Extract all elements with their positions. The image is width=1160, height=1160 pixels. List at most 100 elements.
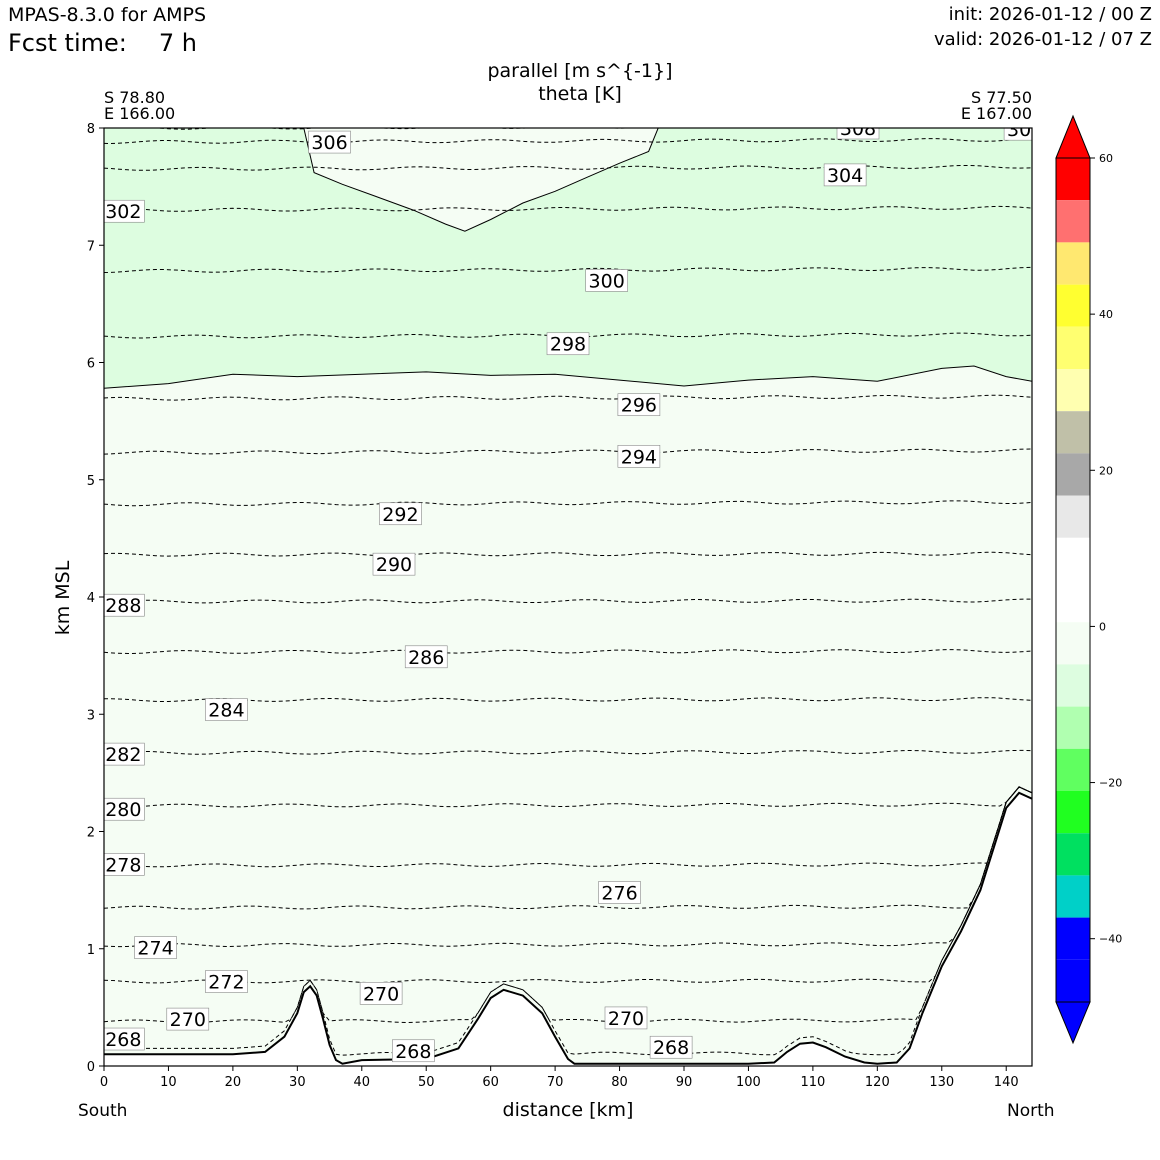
contour-label-box — [1003, 128, 1032, 141]
theta-contour-294 — [104, 448, 1032, 455]
upper-wind-band — [104, 128, 1032, 389]
contour-label-box — [836, 128, 880, 140]
contour-label-box — [823, 163, 867, 187]
end-lon: E 167.00 — [960, 104, 1032, 123]
colorbar-tick-label: 20 — [1099, 464, 1113, 477]
x-tick-label: 140 — [994, 1075, 1019, 1090]
theta-contour-302 — [104, 205, 1032, 212]
colorbar-cell — [1056, 200, 1090, 243]
theta-contour-274 — [104, 786, 1032, 948]
x-tick-label: 110 — [800, 1075, 825, 1090]
valid-time: valid: 2026-01-12 / 07 Z — [934, 29, 1152, 50]
upper-pocket-boundary — [303, 128, 659, 232]
y-tick-label: 0 — [87, 1060, 95, 1075]
end-point-coords: S 77.50 E 167.00 — [961, 90, 1032, 122]
contour-label-box — [104, 1027, 145, 1051]
contour-label-box — [104, 199, 145, 223]
contour-label: 296 — [621, 395, 657, 417]
colorbar-cell — [1056, 664, 1090, 707]
x-tick-label: 0 — [100, 1075, 108, 1090]
x-tick-label: 80 — [611, 1075, 628, 1090]
forecast-time-label: Fcst time: — [8, 29, 127, 57]
colorbar-frame — [1055, 157, 1091, 1003]
contour-label: 302 — [105, 201, 141, 223]
theta-contour-300 — [104, 266, 1032, 273]
contour-label-box — [205, 698, 248, 721]
colorbar-cell — [1056, 706, 1090, 749]
contour-label-box — [104, 742, 145, 766]
colorbar-cell — [1056, 791, 1090, 834]
south-label: South — [78, 1101, 128, 1121]
colorbar-tick-label: 60 — [1099, 152, 1113, 165]
x-tick-label: 100 — [736, 1075, 761, 1090]
contour-label-box — [104, 797, 145, 821]
theta-contour-276 — [104, 786, 1032, 910]
theta-contour-284 — [104, 697, 1032, 702]
contour-label: 304 — [827, 165, 863, 187]
contour-label-box — [392, 1039, 435, 1063]
contour-label-box — [104, 853, 145, 876]
x-tick-label: 70 — [547, 1075, 564, 1090]
colorbar-cell — [1056, 580, 1090, 623]
colorbar-cell — [1056, 537, 1090, 580]
contour-label: 272 — [208, 972, 244, 994]
colorbar-min-arrow — [1055, 1001, 1091, 1045]
x-axis-label: distance [km] — [502, 1099, 634, 1121]
contour-label-box — [205, 970, 248, 993]
colorbar-tick-label: −40 — [1099, 933, 1122, 946]
contour-label: 270 — [170, 1009, 206, 1031]
contour-label-box — [104, 593, 145, 617]
colorbar-cell — [1056, 369, 1090, 412]
y-tick-label: 6 — [87, 357, 95, 372]
contour-label-box — [546, 332, 590, 356]
start-lon: E 166.00 — [104, 104, 176, 123]
theta-contour-282 — [104, 749, 1032, 755]
x-tick-label: 120 — [865, 1075, 890, 1090]
contour-label: 268 — [395, 1041, 431, 1063]
start-lat: S 78.80 — [104, 88, 166, 107]
x-tick-label: 50 — [418, 1075, 435, 1090]
terrain-outline — [104, 791, 1032, 1065]
colorbar-tick-label: −20 — [1099, 777, 1122, 790]
contour-label-box — [308, 130, 351, 154]
theta-contour-278 — [104, 786, 1032, 868]
plot-title: parallel [m s^{-1}] theta [K] — [480, 60, 680, 106]
y-tick-label: 1 — [87, 943, 95, 958]
terrain-fill — [104, 792, 1032, 1066]
y-tick-label: 5 — [87, 474, 95, 489]
colorbar: 60 40 20 0 −20 −40 — [1055, 114, 1122, 1045]
colorbar-cell — [1056, 622, 1090, 665]
forecast-time-value: 7 h — [158, 29, 197, 57]
colorbar-cell — [1056, 453, 1090, 496]
x-tick-label: 30 — [289, 1075, 306, 1090]
theta-contour-286 — [104, 649, 1032, 655]
upper-pocket — [303, 128, 659, 232]
theta-contour-296 — [104, 394, 1032, 401]
contour-label: 268 — [105, 1029, 141, 1051]
colorbar-cell — [1056, 748, 1090, 791]
end-lat: S 77.50 — [970, 88, 1032, 107]
contour-label: 300 — [589, 270, 625, 292]
theta-contour-306 — [104, 137, 1032, 145]
x-tick-label: 40 — [354, 1075, 371, 1090]
contour-label: 30 — [1007, 119, 1031, 141]
forecast-time: Fcst time: 7 h — [8, 29, 197, 57]
colorbar-cell — [1056, 833, 1090, 876]
contour-label: 306 — [311, 132, 347, 154]
contour-label: 280 — [105, 799, 141, 821]
contour-label-box — [617, 444, 661, 468]
init-time: init: 2026-01-12 / 00 Z — [948, 4, 1152, 25]
theta-contour-304 — [104, 165, 1032, 171]
contour-label: 292 — [382, 504, 418, 526]
contour-label: 274 — [137, 938, 173, 960]
colorbar-cell — [1056, 284, 1090, 327]
start-point-coords: S 78.80 E 166.00 — [104, 90, 175, 122]
contour-label: 270 — [363, 983, 399, 1005]
contour-label: 294 — [621, 446, 657, 468]
contour-labels: 306 304 308 30 302 300 298 296 294 292 290 288 286 28… — [104, 119, 1032, 1063]
theta-contour-288 — [104, 598, 1032, 604]
contour-label-box — [649, 1035, 693, 1059]
colorbar-cell — [1056, 326, 1090, 369]
contour-label-box — [598, 881, 641, 904]
contour-label-box — [617, 393, 661, 417]
